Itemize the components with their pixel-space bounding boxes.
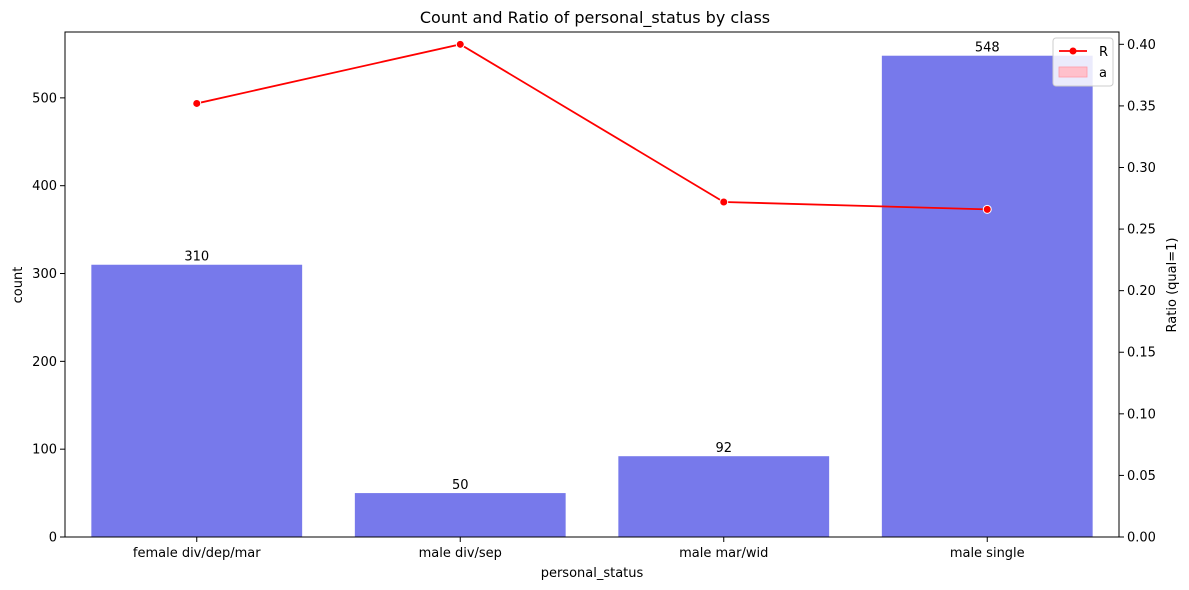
bar-value-label-1: 50	[452, 478, 469, 493]
left-tick-label-1: 100	[32, 443, 57, 458]
right-tick-label-1: 0.05	[1127, 469, 1156, 484]
legend: R a	[1052, 37, 1114, 87]
ratio-point-1	[455, 39, 465, 49]
ratio-line-group	[192, 39, 992, 214]
bars-group	[91, 55, 1093, 537]
x-tick-label-3: male single	[950, 546, 1025, 561]
bar-value-label-3: 548	[975, 41, 1000, 56]
ratio-point-3	[982, 204, 992, 214]
x-tick-label-2: male mar/wid	[679, 546, 768, 561]
right-tick-label-7: 0.35	[1127, 99, 1156, 114]
x-tick-label-1: male div/sep	[419, 546, 502, 561]
right-tick-label-4: 0.20	[1127, 284, 1156, 299]
legend-label-patch: a	[1099, 66, 1107, 81]
bar-0	[91, 264, 303, 537]
left-tick-label-2: 200	[32, 355, 57, 370]
ratio-point-0	[192, 98, 202, 108]
ratio-line	[196, 43, 988, 211]
right-tick-label-5: 0.25	[1127, 223, 1156, 238]
legend-marker-swatch	[1069, 47, 1077, 55]
left-tick-label-3: 300	[32, 267, 57, 282]
y-axis-label-left: count	[11, 267, 26, 304]
left-axis-ticks: 0 100 200 300 400 500	[32, 91, 65, 546]
bar-1	[354, 493, 566, 537]
legend-patch-swatch	[1058, 66, 1088, 78]
right-axis-ticks: 0.00 0.05 0.10 0.15 0.20 0.25 0.30 0.35 0.40	[1119, 38, 1156, 546]
plot-frame	[64, 31, 1120, 538]
chart-title: Count and Ratio of personal_status by cl…	[420, 8, 770, 28]
right-tick-label-3: 0.15	[1127, 346, 1156, 361]
legend-label-line: R	[1099, 45, 1108, 60]
left-tick-label-0: 0	[49, 531, 57, 546]
right-tick-label-6: 0.30	[1127, 161, 1156, 176]
ratio-point-2	[719, 197, 729, 207]
x-tick-label-0: female div/dep/mar	[133, 546, 261, 561]
right-tick-label-2: 0.10	[1127, 407, 1156, 422]
bar-value-label-2: 92	[715, 441, 732, 456]
x-axis-label: personal_status	[541, 566, 644, 581]
right-tick-label-8: 0.40	[1127, 38, 1156, 53]
y-axis-label-right: Ratio (qual=1)	[1165, 238, 1180, 333]
bar-2	[618, 456, 830, 537]
left-tick-label-4: 400	[32, 179, 57, 194]
bar-value-label-0: 310	[184, 250, 209, 265]
right-tick-label-0: 0.00	[1127, 531, 1156, 546]
x-axis-ticks: female div/dep/mar male div/sep male mar/w…	[133, 537, 1025, 561]
bar-labels-group: 310 50 92 548	[184, 41, 999, 493]
bar-3	[881, 55, 1093, 537]
left-tick-label-5: 500	[32, 91, 57, 106]
